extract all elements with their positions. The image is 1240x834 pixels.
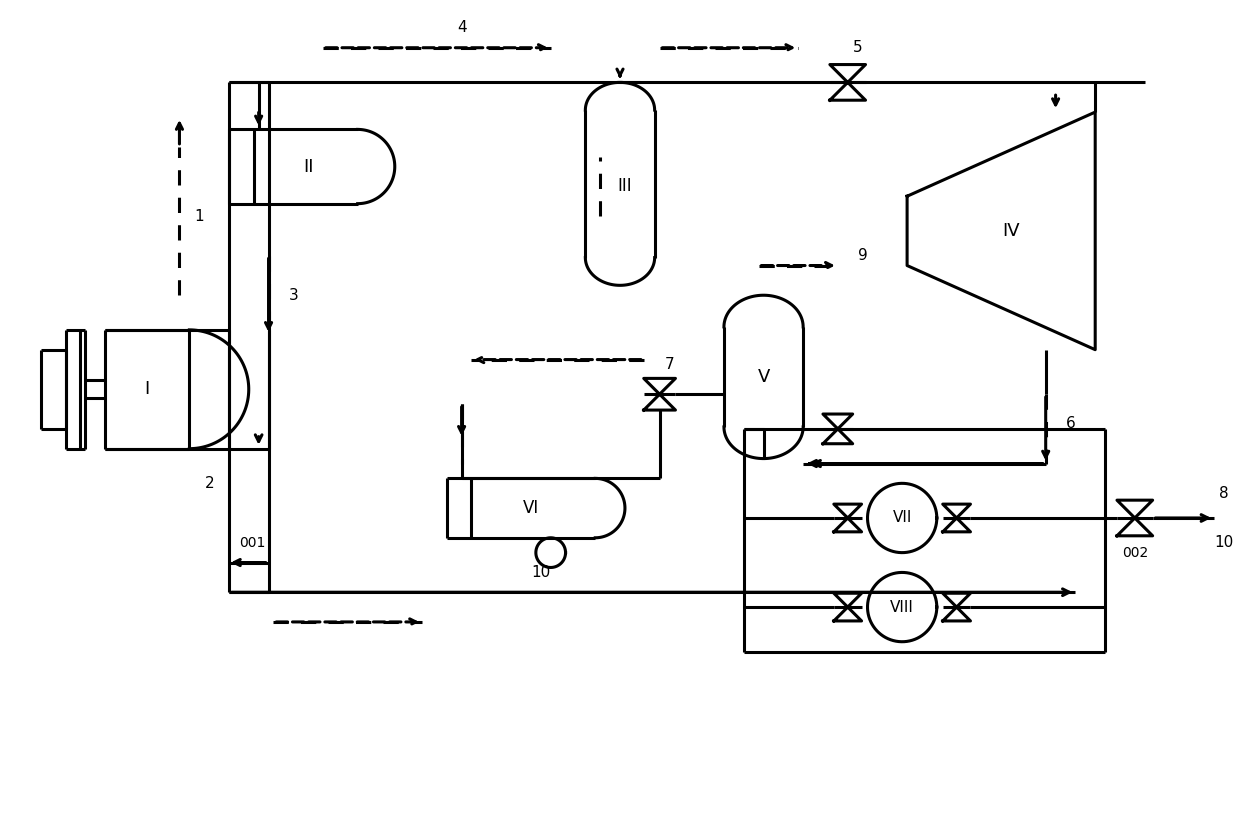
Text: III: III — [618, 178, 632, 195]
Text: II: II — [303, 158, 314, 175]
Text: 5: 5 — [853, 40, 862, 55]
Text: 6: 6 — [1065, 416, 1075, 431]
Text: 10: 10 — [1214, 535, 1234, 550]
Text: 4: 4 — [456, 20, 466, 35]
Text: 2: 2 — [205, 476, 215, 491]
Text: 8: 8 — [1219, 485, 1229, 500]
Text: 7: 7 — [665, 357, 675, 372]
Text: 9: 9 — [858, 249, 867, 264]
Text: VII: VII — [893, 510, 911, 525]
Text: V: V — [758, 368, 770, 386]
Text: 10: 10 — [531, 565, 551, 580]
Text: I: I — [145, 380, 150, 399]
Text: 1: 1 — [195, 208, 203, 224]
Text: 3: 3 — [289, 288, 298, 303]
Text: IV: IV — [1002, 222, 1019, 240]
Text: VIII: VIII — [890, 600, 914, 615]
Text: 001: 001 — [239, 535, 265, 550]
Text: 002: 002 — [1122, 545, 1148, 560]
Text: VI: VI — [523, 499, 539, 517]
